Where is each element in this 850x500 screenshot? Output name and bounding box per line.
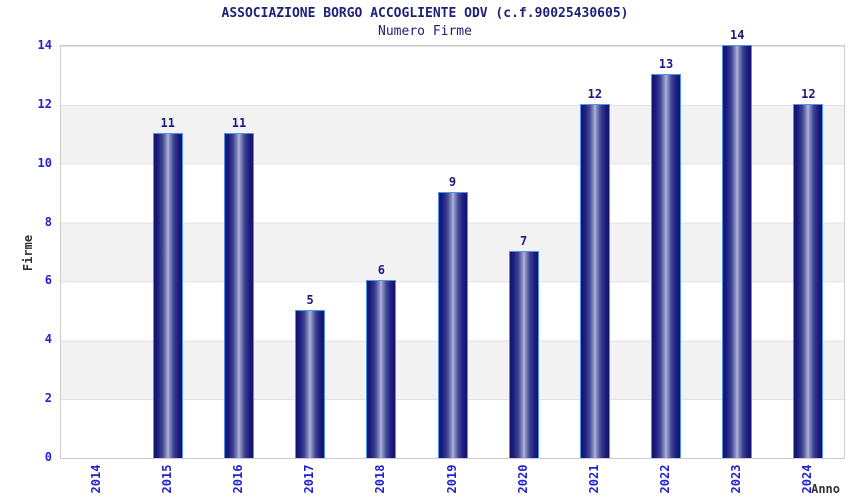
bar-value-label-2023: 14 (729, 28, 745, 42)
y-tick-label-10: 10 (37, 155, 52, 170)
x-tick-label-2021: 2021 (586, 464, 601, 494)
y-tick-label-12: 12 (37, 96, 52, 111)
bar-2021 (579, 103, 610, 458)
x-tick-label-2019: 2019 (444, 464, 459, 494)
x-tick-label-2017: 2017 (302, 464, 317, 494)
y-tick-label-2: 2 (44, 391, 52, 406)
x-tick-label-2020: 2020 (515, 464, 530, 494)
chart-title: ASSOCIAZIONE BORGO ACCOGLIENTE ODV (c.f.… (221, 6, 629, 21)
y-tick-label-6: 6 (44, 273, 52, 288)
bar-value-label-2020: 7 (520, 234, 528, 248)
bar-value-label-2022: 13 (658, 57, 674, 72)
plot-area: 11 11 5 6 9 7 12 13 14 12 (60, 29, 845, 459)
bar-value-label-2024: 12 (801, 86, 816, 101)
bar-2022 (651, 74, 682, 458)
x-tick-label-2016: 2016 (230, 464, 245, 494)
y-tick-label-0: 0 (44, 450, 52, 464)
x-tick-label-2022: 2022 (658, 464, 673, 494)
bar-value-label-2017: 5 (306, 292, 314, 307)
bar-2016 (223, 133, 254, 458)
y-tick-label-14: 14 (37, 38, 52, 52)
bar-value-label-2018: 6 (377, 263, 385, 278)
y-tick-label-4: 4 (44, 332, 52, 347)
bar-2018 (366, 280, 397, 458)
bar-value-label-2016: 11 (231, 116, 247, 131)
bar-2017 (295, 309, 326, 458)
chart-subtitle: Numero Firme (378, 24, 472, 39)
bar-value-label-2019: 9 (448, 175, 457, 190)
x-tick-label-2024: 2024 (800, 464, 815, 494)
x-axis-title: Anno (811, 482, 840, 496)
x-tick-label-2023: 2023 (729, 464, 744, 494)
bar-value-label-2021: 12 (587, 86, 603, 101)
bar-2023 (722, 45, 753, 458)
bar-2024 (793, 103, 824, 458)
bar-2019 (437, 192, 468, 458)
x-tick-label-2015: 2015 (159, 464, 174, 494)
bar-value-label-2015: 11 (160, 116, 175, 131)
x-tick-label-2018: 2018 (373, 464, 388, 494)
x-tick-label-2014: 2014 (88, 464, 103, 494)
bar-2020 (508, 251, 539, 458)
y-tick-label-8: 8 (44, 214, 52, 229)
bar-2015 (152, 133, 183, 458)
